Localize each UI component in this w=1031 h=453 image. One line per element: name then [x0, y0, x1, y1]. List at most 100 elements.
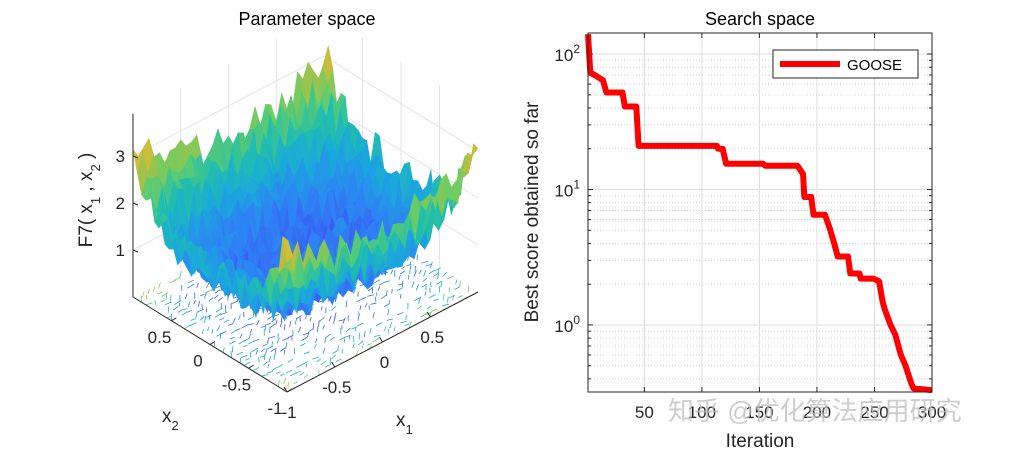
contour-segment — [190, 318, 197, 321]
contour-segment — [315, 337, 318, 344]
contour-segment — [193, 299, 196, 305]
contour-segment — [454, 286, 460, 290]
contour-segment — [421, 260, 428, 264]
x-tick-labels: 50 100 150 200 250 300 — [635, 403, 946, 422]
contour-segment — [285, 342, 288, 349]
z-tick — [132, 249, 139, 253]
contour-segment — [208, 297, 214, 302]
x1-tick-label: -1 — [281, 403, 296, 422]
series-line-goose — [585, 34, 933, 394]
contour-segment — [221, 330, 227, 334]
x2-tick-label: -0.5 — [222, 375, 251, 394]
contour-segment — [167, 315, 172, 319]
contour-segment — [160, 299, 166, 303]
contour-segment — [351, 326, 358, 330]
contour-segment — [232, 317, 236, 323]
contour-segment — [396, 287, 403, 291]
contour-segment — [409, 267, 411, 275]
contour-segment — [442, 293, 445, 301]
contour-segment — [260, 348, 266, 353]
contour-segment — [230, 336, 236, 340]
contour-segment — [265, 348, 268, 355]
contour-segment — [279, 321, 283, 328]
contour-segment — [404, 323, 410, 326]
contour-segment — [287, 334, 294, 339]
surface-mesh — [132, 45, 479, 322]
contour-segment — [271, 318, 277, 323]
contour-segment — [197, 300, 201, 307]
contour-segment — [285, 369, 293, 374]
contour-segment — [181, 311, 188, 316]
contour-segment — [330, 336, 335, 341]
contour-segment — [345, 335, 351, 338]
contour-segment — [384, 280, 390, 283]
contour-segment — [157, 291, 163, 295]
contour-segment — [421, 283, 428, 288]
contour-segment — [356, 322, 364, 327]
contour-segment — [204, 316, 206, 324]
contour-segment — [386, 290, 388, 297]
contour-segment — [301, 361, 309, 366]
contour-segment — [398, 274, 401, 280]
contour-segment — [413, 297, 421, 302]
contour-segment — [433, 298, 439, 302]
x1-tick — [283, 386, 288, 393]
contour-segment — [199, 293, 205, 297]
contour-segment — [280, 316, 283, 322]
contour-segment — [305, 363, 308, 368]
x1-tick-label: 0.5 — [420, 328, 444, 347]
contour-segment — [373, 334, 381, 338]
contour-segment — [335, 358, 342, 362]
contour-segment — [415, 284, 419, 291]
contour-segment — [188, 301, 190, 308]
contour-segment — [372, 312, 375, 318]
contour-segment — [239, 333, 243, 339]
contour-segment — [297, 326, 302, 333]
contour-segment — [213, 294, 219, 299]
contour-segment — [250, 329, 253, 334]
contour-segment — [324, 364, 331, 368]
contour-segment — [339, 336, 346, 341]
contour-segment — [333, 317, 336, 324]
contour-segment — [142, 291, 145, 297]
contour-segment — [357, 340, 364, 346]
contour-segment — [455, 279, 458, 285]
x1-tick — [331, 361, 336, 368]
contour-segment — [400, 320, 407, 324]
contour-segment — [359, 305, 362, 310]
contour-segment — [216, 325, 221, 332]
contour-segment — [309, 316, 312, 322]
contour-segment — [380, 272, 388, 275]
contour-segment — [247, 323, 254, 326]
contour-segment — [236, 327, 241, 331]
contour-segment — [238, 314, 241, 320]
contour-segment — [239, 357, 242, 364]
contour-segment — [378, 281, 385, 286]
contour-segment — [299, 372, 304, 376]
contour-segment — [431, 308, 437, 312]
y-tick-label: 101 — [554, 178, 580, 201]
contour-segment — [436, 280, 443, 285]
contour-segment — [219, 317, 225, 321]
axes-box — [587, 32, 933, 393]
contour-segment — [428, 294, 436, 299]
contour-segment — [334, 312, 337, 319]
contour-segment — [168, 279, 177, 284]
x-tick-label: 250 — [860, 403, 888, 422]
contour-segment — [270, 347, 277, 353]
contour-segment — [332, 350, 338, 354]
legend: GOOSE — [772, 49, 919, 79]
contour-segment — [322, 324, 325, 330]
contour-segment — [161, 292, 169, 297]
contour-segment — [231, 328, 238, 334]
contour-segment — [328, 315, 332, 322]
contour-segment — [416, 254, 419, 261]
contour-segment — [300, 342, 306, 347]
z-tick-label: 2 — [116, 194, 125, 213]
contour-segment — [306, 332, 310, 338]
contour-segment — [384, 303, 390, 308]
contour-segment — [406, 263, 411, 267]
contour-segment — [277, 364, 283, 369]
contour-segment — [174, 276, 181, 281]
contour-segment — [316, 358, 322, 363]
